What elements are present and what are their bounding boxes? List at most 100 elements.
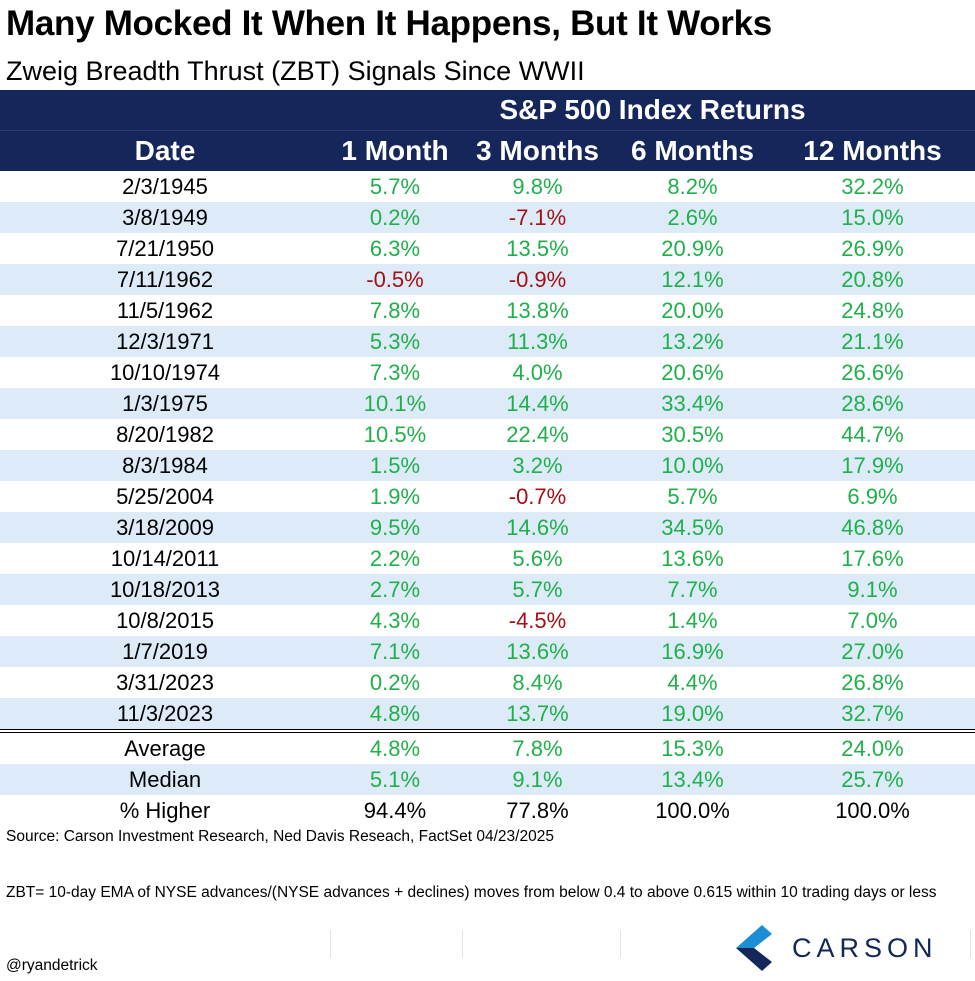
cell-date: 8/3/1984 [122,452,208,478]
cell-12-months: 32.7% [841,700,904,726]
carson-logo: CARSON [736,925,938,971]
cell-12-months: 21.1% [841,328,904,354]
summary-row: % Higher 94.4% 77.8% 100.0% 100.0% [0,795,975,826]
cell-date: 12/3/1971 [116,328,214,354]
summary-cell-1-month: 5.1% [369,766,421,792]
cell-1-month: 6.3% [369,235,421,261]
group-header: S&P 500 Index Returns [499,94,806,125]
cell-date: 3/31/2023 [116,669,214,695]
cell-6-months: 1.4% [667,607,718,633]
column-header-12-months: 12 Months [803,135,942,166]
cell-3-months: 13.7% [506,700,569,726]
summary-cell-1-month: 94.4% [363,797,427,823]
cell-3-months: 5.7% [512,576,563,602]
carson-logo-icon [736,925,772,971]
summary-cell-1-month: 4.8% [369,735,421,761]
table-row: 3/18/2009 9.5% 14.6% 34.5% 46.8% [0,512,975,543]
table-row: 7/21/1950 6.3% 13.5% 20.9% 26.9% [0,233,975,264]
cell-1-month: 7.3% [369,359,421,385]
cell-6-months: 12.1% [661,266,724,292]
table-group-header-row: S&P 500 Index Returns [0,90,975,130]
table-row: 1/7/2019 7.1% 13.6% 16.9% 27.0% [0,636,975,667]
cell-date: 3/18/2009 [116,514,214,540]
cell-date: 8/20/1982 [116,421,214,447]
cell-12-months: 26.9% [841,235,904,261]
divider-line [620,930,621,958]
cell-3-months: 11.3% [507,328,568,354]
cell-6-months: 30.5% [661,421,724,447]
cell-3-months: 3.2% [512,452,563,478]
cell-3-months: -0.9% [508,266,567,292]
cell-date: 1/3/1975 [122,390,208,416]
cell-1-month: 4.3% [369,607,421,633]
cell-1-month: -0.5% [366,266,424,292]
summary-row: Average 4.8% 7.8% 15.3% 24.0% [0,733,975,764]
cell-date: 7/21/1950 [116,235,214,261]
column-header-6-months: 6 Months [631,135,754,166]
cell-6-months: 2.6% [667,204,718,230]
summary-cell-12-months: 100.0% [835,797,910,823]
cell-date: 7/11/1962 [116,266,214,292]
summary-cell-3-months: 9.1% [512,766,563,792]
cell-3-months: -0.7% [508,483,567,509]
cell-12-months: 46.8% [841,514,904,540]
cell-1-month: 2.7% [369,576,421,602]
table-row: 2/3/1945 5.7% 9.8% 8.2% 32.2% [0,171,975,202]
cell-12-months: 15.0% [841,204,904,230]
table-row: 10/14/2011 2.2% 5.6% 13.6% 17.6% [0,543,975,574]
cell-12-months: 17.9% [841,452,904,478]
table-row: 10/18/2013 2.7% 5.7% 7.7% 9.1% [0,574,975,605]
cell-3-months: 13.8% [506,297,569,323]
cell-3-months: -7.1% [508,204,567,230]
cell-6-months: 8.2% [667,173,718,199]
table-body: 2/3/1945 5.7% 9.8% 8.2% 32.2% 3/8/1949 0.2% -7.… [0,171,975,729]
table-row: 10/10/1974 7.3% 4.0% 20.6% 26.6% [0,357,975,388]
table-row: 11/5/1962 7.8% 13.8% 20.0% 24.8% [0,295,975,326]
cell-1-month: 7.1% [369,638,421,664]
summary-cell-12-months: 25.7% [841,766,904,792]
summary-cell-12-months: 24.0% [841,735,904,761]
summary-cell-date: Median [128,766,202,792]
summary-cell-6-months: 15.3% [661,735,724,761]
cell-12-months: 28.6% [841,390,904,416]
cell-12-months: 26.8% [841,669,904,695]
cell-12-months: 7.0% [847,607,898,633]
cell-3-months: 13.5% [506,235,569,261]
cell-6-months: 20.6% [661,359,724,385]
cell-1-month: 0.2% [369,204,421,230]
cell-date: 10/8/2015 [116,607,214,633]
cell-1-month: 4.8% [369,700,421,726]
cell-1-month: 10.5% [363,421,427,447]
cell-6-months: 19.0% [661,700,724,726]
summary-cell-6-months: 100.0% [655,797,730,823]
cell-1-month: 2.2% [369,545,421,571]
summary-row: Median 5.1% 9.1% 13.4% 25.7% [0,764,975,795]
cell-date: 10/10/1974 [109,359,221,385]
cell-date: 3/8/1949 [122,204,208,230]
cell-6-months: 16.9% [661,638,724,664]
cell-date: 11/5/1962 [116,297,214,323]
table-row: 8/20/1982 10.5% 22.4% 30.5% 44.7% [0,419,975,450]
cell-12-months: 26.6% [841,359,904,385]
cell-12-months: 9.1% [847,576,898,602]
cell-6-months: 10.0% [661,452,724,478]
cell-1-month: 1.5% [369,452,421,478]
cell-1-month: 0.2% [369,669,421,695]
cell-12-months: 6.9% [847,483,898,509]
cell-date: 5/25/2004 [116,483,214,509]
cell-6-months: 13.2% [661,328,724,354]
divider-line [462,930,463,958]
cell-12-months: 27.0% [841,638,904,664]
table-summary: Average 4.8% 7.8% 15.3% 24.0% Median 5.1% 9.1% 1… [0,733,975,826]
cell-3-months: 13.6% [506,638,569,664]
summary-divider [0,729,975,733]
cell-date: 10/14/2011 [110,545,220,571]
page-subtitle: Zweig Breadth Thrust (ZBT) Signals Since… [6,56,585,86]
cell-6-months: 20.0% [661,297,724,323]
table-row: 3/8/1949 0.2% -7.1% 2.6% 15.0% [0,202,975,233]
cell-1-month: 7.8% [369,297,421,323]
table-row: 10/8/2015 4.3% -4.5% 1.4% 7.0% [0,605,975,636]
table-row: 7/11/1962 -0.5% -0.9% 12.1% 20.8% [0,264,975,295]
cell-1-month: 9.5% [369,514,421,540]
cell-6-months: 20.9% [661,235,724,261]
